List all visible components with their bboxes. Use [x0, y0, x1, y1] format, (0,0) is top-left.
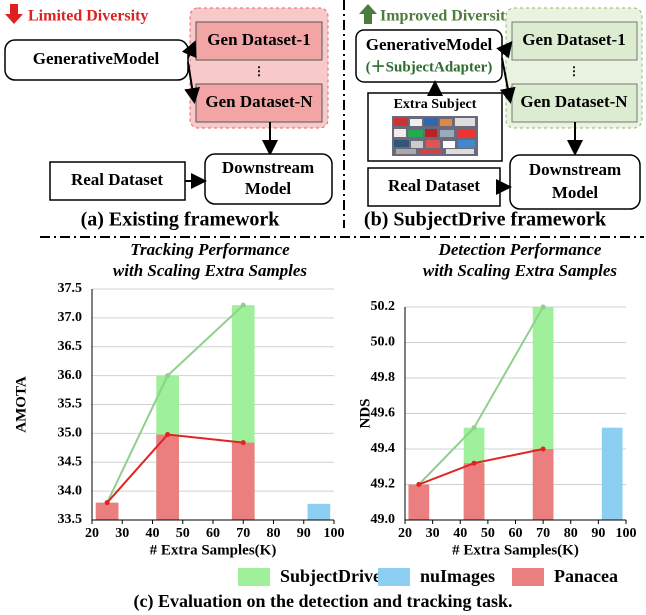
downstream-label: Downstream	[222, 158, 314, 177]
point	[165, 373, 170, 378]
panel-a: Limited Diversity GenerativeModel Gen Da…	[5, 4, 332, 231]
y-axis-label: NDS	[357, 398, 373, 428]
x-tick-label: 50	[481, 526, 495, 541]
y-tick-label: 50.2	[371, 299, 396, 314]
chart-subtitle: with Scaling Extra Samples	[113, 261, 308, 280]
point	[472, 425, 477, 430]
ellipsis: ⋮	[253, 64, 265, 78]
y-tick-label: 35.5	[58, 397, 83, 412]
figure-caption: (c) Evaluation on the detection and trac…	[133, 591, 512, 612]
subject-image	[392, 116, 478, 156]
x-tick-label: 80	[564, 526, 578, 541]
legend-label: SubjectDrive	[280, 566, 381, 586]
bar	[308, 504, 331, 520]
bar	[602, 428, 623, 520]
y-tick-label: 34.5	[58, 454, 83, 469]
point	[105, 500, 110, 505]
bar	[232, 443, 255, 520]
legend-swatch	[238, 568, 270, 586]
y-tick-label: 37.0	[58, 310, 83, 325]
x-tick-label: 80	[267, 526, 281, 541]
chart-title: Detection Performance	[438, 240, 602, 259]
bar	[156, 435, 179, 520]
point	[472, 461, 477, 466]
bar	[533, 449, 554, 520]
x-tick-label: 100	[616, 526, 637, 541]
downstream-label: Downstream	[529, 160, 621, 179]
legend-label: Panacea	[554, 566, 618, 586]
y-tick-label: 49.0	[371, 512, 396, 527]
x-tick-label: 30	[115, 526, 129, 541]
x-tick-label: 90	[591, 526, 605, 541]
x-tick-label: 30	[426, 526, 440, 541]
adapter-label: (＋SubjectAdapter)	[366, 59, 493, 75]
y-tick-label: 50.0	[371, 335, 396, 350]
real-label: Real Dataset	[71, 170, 163, 189]
downstream-label: Model	[552, 183, 599, 202]
gen-label: Gen Dataset-1	[522, 30, 625, 49]
point	[541, 305, 546, 310]
x-tick-label: 100	[324, 526, 345, 541]
real-label: Real Dataset	[388, 176, 480, 195]
gen-label: Gen Dataset-N	[520, 92, 628, 111]
y-tick-label: 49.8	[371, 370, 396, 385]
x-tick-label: 20	[85, 526, 99, 541]
bar	[408, 485, 429, 521]
legend-swatch	[378, 568, 410, 586]
panel-caption: (b) SubjectDrive framework	[364, 209, 607, 231]
point	[241, 303, 246, 308]
x-tick-label: 40	[146, 526, 160, 541]
x-tick-label: 70	[536, 526, 550, 541]
panel-caption: (a) Existing framework	[81, 209, 281, 231]
y-tick-label: 35.0	[58, 426, 83, 441]
legend-swatch	[512, 568, 544, 586]
chart-title: Tracking Performance	[130, 240, 290, 259]
y-tick-label: 49.6	[371, 406, 396, 421]
x-tick-label: 50	[176, 526, 190, 541]
x-tick-label: 90	[297, 526, 311, 541]
badge: Improved Diversity	[380, 8, 513, 25]
y-tick-label: 37.5	[58, 281, 83, 296]
point	[416, 482, 421, 487]
y-tick-label: 36.5	[58, 339, 83, 354]
x-tick-label: 60	[206, 526, 220, 541]
y-tick-label: 36.0	[58, 368, 83, 383]
extra-label: Extra Subject	[394, 97, 477, 112]
gen-label: Gen Dataset-N	[205, 92, 313, 111]
x-tick-label: 20	[398, 526, 412, 541]
up-arrow-icon	[359, 4, 377, 24]
gen-label: Gen Dataset-1	[207, 30, 310, 49]
panel-b: Improved Diversity GenerativeModel (＋Sub…	[356, 4, 642, 231]
y-tick-label: 49.4	[371, 441, 396, 456]
downstream-label: Model	[245, 179, 292, 198]
point	[241, 440, 246, 445]
badge: Limited Diversity	[28, 8, 148, 25]
down-arrow-icon	[5, 4, 23, 24]
chart-subtitle: with Scaling Extra Samples	[423, 261, 618, 280]
x-tick-label: 40	[453, 526, 467, 541]
x-tick-label: 70	[236, 526, 250, 541]
point	[165, 432, 170, 437]
point	[541, 447, 546, 452]
y-tick-label: 49.2	[371, 477, 396, 492]
y-tick-label: 34.0	[58, 483, 83, 498]
x-tick-label: 60	[509, 526, 523, 541]
figure: Limited Diversity GenerativeModel Gen Da…	[0, 0, 646, 615]
bar	[96, 503, 119, 520]
y-axis-label: AMOTA	[13, 376, 29, 433]
x-axis-label: # Extra Samples(K)	[150, 542, 277, 558]
ellipsis: ⋮	[568, 64, 580, 78]
legend-label: nuImages	[420, 566, 495, 586]
x-axis-label: # Extra Samples(K)	[452, 542, 579, 558]
model-label: GenerativeModel	[33, 49, 160, 68]
y-tick-label: 33.5	[58, 512, 83, 527]
bar	[464, 463, 485, 520]
model-label: GenerativeModel	[366, 35, 493, 54]
